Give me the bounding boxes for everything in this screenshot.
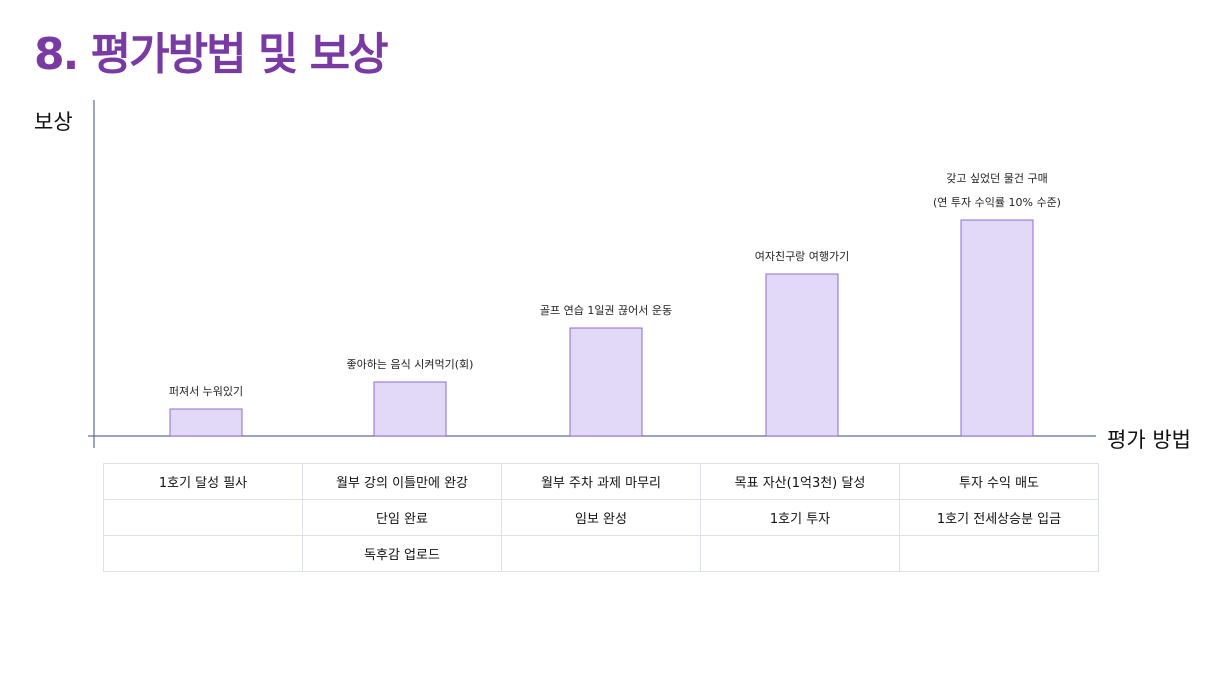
table-cell: 월부 주차 과제 마무리 bbox=[501, 463, 701, 500]
bar-label-2: 좋아하는 음식 시켜먹기(회) bbox=[347, 357, 474, 371]
table-cell: 독후감 업로드 bbox=[302, 535, 502, 572]
bar-3 bbox=[569, 327, 643, 437]
table-cell: 월부 강의 이틀만에 완강 bbox=[302, 463, 502, 500]
table-cell bbox=[103, 499, 303, 536]
bar-label-3: 골프 연습 1일권 끊어서 운동 bbox=[540, 303, 672, 317]
table-row: 독후감 업로드 bbox=[103, 535, 1099, 572]
page-title: 8. 평가방법 및 보상 bbox=[34, 29, 389, 80]
bar-4 bbox=[765, 273, 839, 437]
bar-1 bbox=[169, 408, 243, 437]
table-cell: 단임 완료 bbox=[302, 499, 502, 536]
table-cell: 목표 자산(1억3천) 달성 bbox=[700, 463, 900, 500]
table-cell: 투자 수익 매도 bbox=[899, 463, 1099, 500]
table-cell: 임보 완성 bbox=[501, 499, 701, 536]
table-cell: 1호기 달성 필사 bbox=[103, 463, 303, 500]
bar-label-1: 퍼져서 누워있기 bbox=[169, 385, 243, 398]
bar-label-5-line-1: 갖고 싶었던 물건 구매 bbox=[946, 172, 1048, 185]
table-cell bbox=[700, 535, 900, 572]
table-row: 단임 완료 임보 완성 1호기 투자 1호기 전세상승분 입금 bbox=[103, 499, 1099, 536]
table-cell bbox=[501, 535, 701, 572]
y-axis-label: 보상 bbox=[34, 110, 73, 134]
table-cell bbox=[103, 535, 303, 572]
x-axis-label: 평가 방법 bbox=[1107, 428, 1191, 452]
bar-label-4: 여자친구랑 여행가기 bbox=[755, 250, 850, 263]
table-cell: 1호기 투자 bbox=[700, 499, 900, 536]
bar-label-5-line-2: (연 투자 수익률 10% 수준) bbox=[933, 196, 1061, 209]
table-cell: 1호기 전세상승분 입금 bbox=[899, 499, 1099, 536]
table-row: 1호기 달성 필사 월부 강의 이틀만에 완강 월부 주차 과제 마무리 목표 자산(… bbox=[103, 463, 1099, 500]
bar-2 bbox=[373, 381, 447, 437]
table-cell bbox=[899, 535, 1099, 572]
evaluation-criteria-table: 1호기 달성 필사 월부 강의 이틀만에 완강 월부 주차 과제 마무리 목표 자산(… bbox=[103, 463, 1099, 572]
bar-5 bbox=[960, 219, 1034, 437]
bar-group bbox=[169, 219, 1034, 437]
bar-label-group: 퍼져서 누워있기 좋아하는 음식 시켜먹기(회) 골프 연습 1일권 끊어서 운동 여… bbox=[169, 172, 1061, 398]
